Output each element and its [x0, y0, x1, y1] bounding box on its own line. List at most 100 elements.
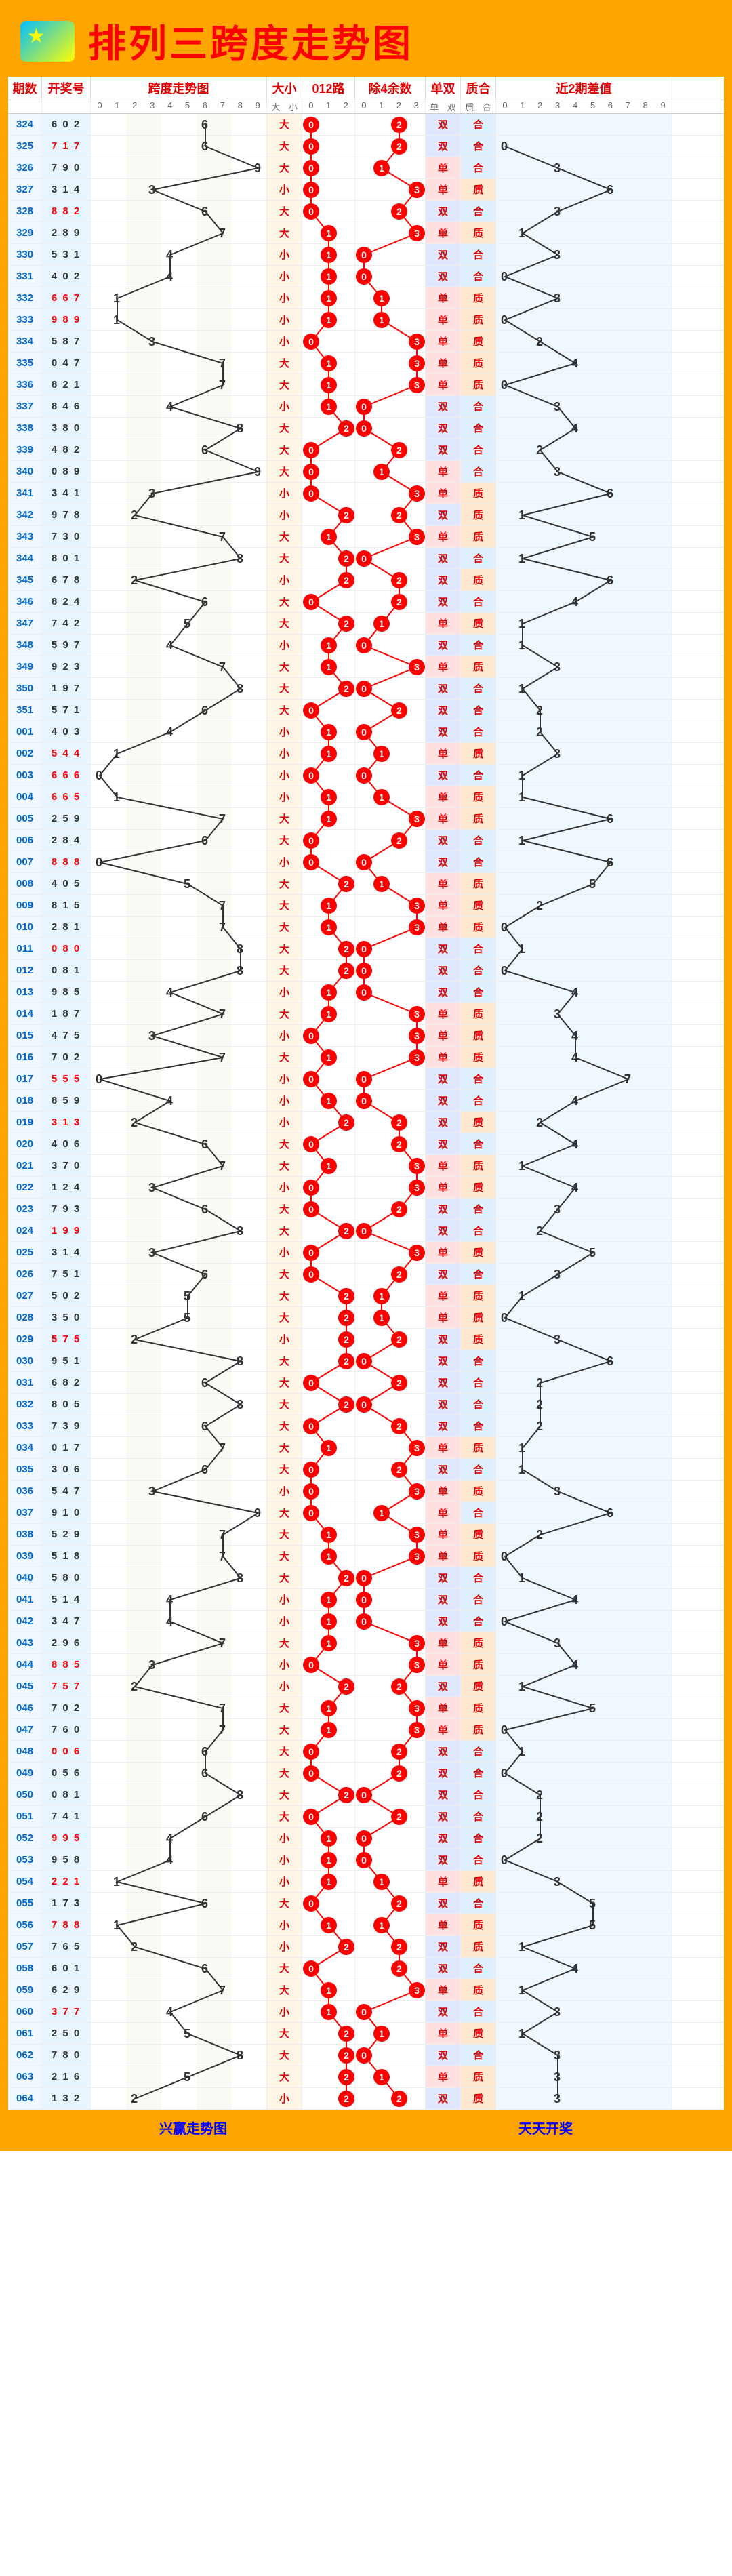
cell-kuadu: 4	[91, 721, 267, 742]
cell-chu4: 2	[355, 201, 426, 222]
cell-daxiao: 大	[267, 1394, 302, 1415]
cell-period: 033	[8, 1415, 42, 1436]
table-row: 0237 9 36大02双合3	[8, 1199, 724, 1220]
cell-012: 0	[302, 830, 355, 851]
cell-chazhi: 3	[496, 1329, 672, 1350]
cell-danshuang: 单	[426, 895, 461, 916]
cell-012: 2	[302, 678, 355, 699]
cell-danshuang: 双	[426, 1415, 461, 1436]
cell-daxiao: 大	[267, 1372, 302, 1393]
cell-period: 338	[8, 418, 42, 439]
cell-chu4: 3	[355, 179, 426, 200]
table-row: 3394 8 26大02双合2	[8, 439, 724, 461]
cell-danshuang: 双	[426, 960, 461, 981]
cell-period: 001	[8, 721, 42, 742]
cell-kuadu: 1	[91, 1914, 267, 1935]
cell-danshuang: 双	[426, 201, 461, 222]
cell-chu4: 2	[355, 2088, 426, 2109]
table-row: 3413 4 13小03单质6	[8, 483, 724, 504]
cell-period: 013	[8, 982, 42, 1003]
cell-zhihe: 合	[461, 830, 496, 851]
cell-draw: 7 1 7	[42, 136, 91, 157]
table-row: 0539 5 84小10双合0	[8, 1849, 724, 1871]
cell-danshuang: 双	[426, 114, 461, 135]
cell-daxiao: 大	[267, 1220, 302, 1241]
cell-daxiao: 小	[267, 266, 302, 287]
cell-danshuang: 双	[426, 569, 461, 590]
cell-chu4: 3	[355, 1481, 426, 1502]
cell-kuadu: 5	[91, 1285, 267, 1306]
cell-period: 056	[8, 1914, 42, 1935]
cell-zhihe: 合	[461, 1199, 496, 1220]
table-row: 0603 7 74小10双合3	[8, 2001, 724, 2023]
cell-danshuang: 双	[426, 1350, 461, 1371]
cell-kuadu: 8	[91, 548, 267, 569]
cell-chu4: 0	[355, 418, 426, 439]
cell-draw: 1 9 9	[42, 1220, 91, 1241]
table-row: 0567 8 81小11单质5	[8, 1914, 724, 1936]
table-row: 3485 9 74小10双合1	[8, 635, 724, 656]
cell-chu4: 1	[355, 1871, 426, 1892]
cell-period: 061	[8, 2023, 42, 2044]
cell-zhihe: 合	[461, 982, 496, 1003]
cell-kuadu: 1	[91, 287, 267, 308]
cell-chu4: 0	[355, 244, 426, 265]
cell-zhihe: 合	[461, 1394, 496, 1415]
cell-daxiao: 大	[267, 1741, 302, 1762]
cell-period: 039	[8, 1546, 42, 1567]
cell-chu4: 0	[355, 851, 426, 872]
cell-chazhi: 4	[496, 1958, 672, 1979]
cell-draw: 3 8 0	[42, 418, 91, 439]
cell-danshuang: 双	[426, 1763, 461, 1784]
cell-period: 062	[8, 2045, 42, 2066]
cell-012: 0	[302, 700, 355, 721]
cell-draw: 5 7 1	[42, 700, 91, 721]
cell-chazhi: 3	[496, 1632, 672, 1653]
table-row: 0283 5 05大21单质0	[8, 1307, 724, 1329]
cell-012: 1	[302, 2001, 355, 2022]
cell-chu4: 3	[355, 353, 426, 374]
cell-daxiao: 大	[267, 960, 302, 981]
footer-right: 天天开奖	[518, 2118, 573, 2137]
cell-chazhi: 2	[496, 1828, 672, 1849]
cell-zhihe: 质	[461, 1936, 496, 1957]
cell-period: 002	[8, 743, 42, 764]
cell-daxiao: 大	[267, 1763, 302, 1784]
cell-chazhi: 5	[496, 526, 672, 547]
table-row: 0193 1 32小22双质2	[8, 1112, 724, 1133]
cell-danshuang: 单	[426, 1177, 461, 1198]
cell-draw: 7 5 1	[42, 1264, 91, 1285]
cell-period: 003	[8, 765, 42, 786]
cell-012: 2	[302, 569, 355, 590]
cell-draw: 3 0 6	[42, 1459, 91, 1480]
table-row: 0253 1 43小03单质5	[8, 1242, 724, 1264]
cell-012: 0	[302, 1199, 355, 1220]
cell-daxiao: 大	[267, 114, 302, 135]
cell-daxiao: 小	[267, 244, 302, 265]
chart-container: 排列三跨度走势图 期数 开奖号 跨度走势图 大小 012路 除4余数 单双 质合…	[0, 0, 732, 2151]
cell-zhihe: 质	[461, 1242, 496, 1263]
table-row: 0542 2 11小11单质3	[8, 1871, 724, 1893]
cell-daxiao: 小	[267, 331, 302, 352]
cell-danshuang: 单	[426, 1003, 461, 1024]
cell-daxiao: 大	[267, 938, 302, 959]
cell-012: 0	[302, 1133, 355, 1154]
table-row: 3499 2 37大13单质3	[8, 656, 724, 678]
cell-period: 345	[8, 569, 42, 590]
cell-chu4: 3	[355, 331, 426, 352]
cell-danshuang: 双	[426, 1329, 461, 1350]
cell-zhihe: 质	[461, 1979, 496, 2000]
cell-danshuang: 单	[426, 743, 461, 764]
cell-zhihe: 合	[461, 1090, 496, 1111]
cell-daxiao: 大	[267, 917, 302, 938]
cell-daxiao: 大	[267, 157, 302, 178]
cell-chazhi: 3	[496, 287, 672, 308]
cell-chazhi: 0	[496, 1611, 672, 1632]
table-row: 0036 6 60小00双合1	[8, 765, 724, 786]
cell-period: 036	[8, 1481, 42, 1502]
cell-012: 2	[302, 1567, 355, 1588]
cell-period: 031	[8, 1372, 42, 1393]
cell-draw: 7 9 3	[42, 1199, 91, 1220]
cell-012: 2	[302, 2088, 355, 2109]
cell-zhihe: 合	[461, 1763, 496, 1784]
